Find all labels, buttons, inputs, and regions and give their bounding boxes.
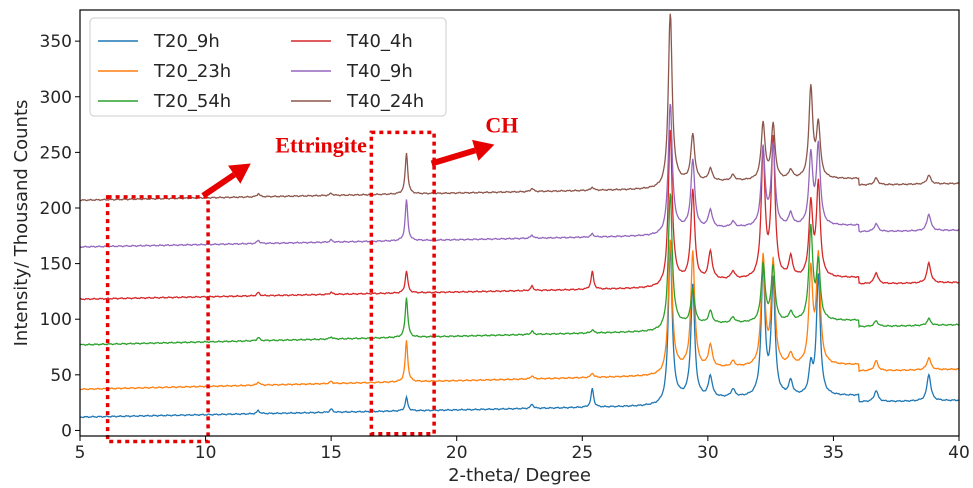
series-line-t20-23h bbox=[79, 239, 960, 391]
y-tick-label: 150 bbox=[40, 255, 72, 275]
legend: T20_9h T20_23h T20_54h T40_4h T40_9h T40_24h bbox=[89, 17, 447, 117]
x-tick-label: 15 bbox=[320, 443, 342, 463]
legend-label-t40-9h: T40_9h bbox=[346, 61, 413, 82]
legend-label-t40-4h: T40_4h bbox=[346, 31, 413, 52]
ch-highlight-box bbox=[369, 130, 436, 436]
ettringite-arrow-head bbox=[228, 163, 251, 184]
x-tick-label: 40 bbox=[948, 443, 970, 463]
legend-label-t20-9h: T20_9h bbox=[153, 31, 220, 52]
legend-label-t20-54h: T20_54h bbox=[153, 91, 231, 112]
legend-box bbox=[89, 17, 447, 117]
ettringite-label: Ettringite bbox=[275, 132, 367, 157]
ch-arrow-shaft bbox=[430, 147, 477, 167]
x-axis-label: 2-theta/ Degree bbox=[448, 465, 591, 486]
y-tick-label: 50 bbox=[50, 366, 72, 386]
y-tick-label: 350 bbox=[40, 32, 72, 52]
ch-arrow-head bbox=[472, 139, 495, 161]
series-line-t40-24h bbox=[79, 13, 960, 202]
y-tick-label: 200 bbox=[40, 199, 72, 219]
y-tick-label: 300 bbox=[40, 88, 72, 108]
series-line-t40-9h bbox=[79, 103, 960, 249]
y-axis-label: Intensity/ Thousand Counts bbox=[11, 100, 32, 347]
y-tick-label: 250 bbox=[40, 143, 72, 163]
annotation-layer: Ettringite CH bbox=[105, 112, 518, 444]
y-tick-label: 0 bbox=[61, 421, 72, 441]
series-layer bbox=[79, 13, 960, 419]
ettringite-arrow-shaft bbox=[201, 172, 236, 199]
y-tick-label: 100 bbox=[40, 310, 72, 330]
plot-frame bbox=[79, 9, 960, 437]
x-tick-label: 5 bbox=[75, 443, 86, 463]
series-line-t40-4h bbox=[79, 129, 960, 301]
legend-label-t20-23h: T20_23h bbox=[153, 61, 231, 82]
x-tick-label: 35 bbox=[823, 443, 845, 463]
ch-label: CH bbox=[485, 112, 518, 137]
x-tick-label: 20 bbox=[446, 443, 468, 463]
x-tick-label: 30 bbox=[697, 443, 719, 463]
ettringite-highlight-box bbox=[105, 195, 210, 444]
y-axis-ticks: 0 50 100 150 200 250 300 350 bbox=[40, 32, 80, 441]
x-tick-label: 25 bbox=[571, 443, 593, 463]
legend-label-t40-24h: T40_24h bbox=[346, 91, 424, 112]
series-line-t20-9h bbox=[79, 249, 960, 419]
x-tick-label: 10 bbox=[195, 443, 217, 463]
x-axis-ticks: 5 10 15 20 25 30 35 40 bbox=[75, 436, 970, 463]
series-line-t20-54h bbox=[79, 193, 960, 346]
